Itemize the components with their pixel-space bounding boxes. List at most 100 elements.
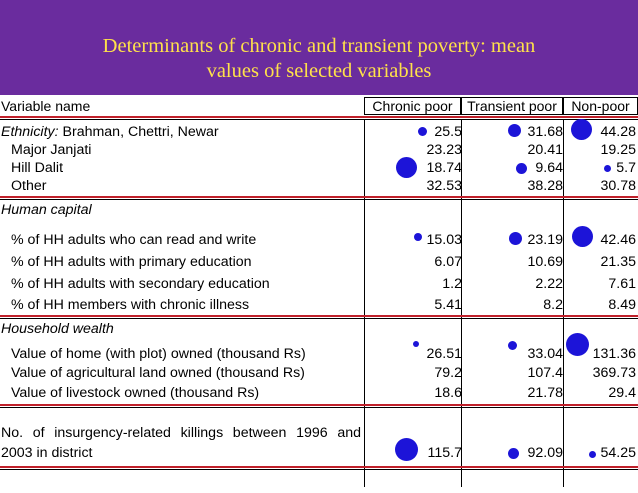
row-label: % of HH adults with secondary education [11,276,270,292]
section-rule [0,318,638,319]
value-transient: 31.68 [527,124,563,140]
value-transient: 107.4 [527,365,563,381]
table-row: Value of agricultural land owned (thousa… [0,364,638,382]
section-rule [0,404,638,406]
value-nonpoor: 29.4 [608,385,636,401]
value-transient: 21.78 [527,385,563,401]
table-row: Value of livestock owned (thousand Rs) 1… [0,384,638,402]
table-row: 2003 in district 115.7 92.09 54.25 [0,444,638,462]
slide-title: Determinants of chronic and transient po… [0,34,638,84]
value-transient: 2.22 [535,276,563,292]
value-transient: 23.19 [527,232,563,248]
row-label: Value of livestock owned (thousand Rs) [11,385,260,401]
value-nonpoor: 42.46 [600,232,636,248]
value-chronic: 79.2 [434,365,462,381]
insurgency-label-line-2: 2003 in district [1,445,93,461]
bubble-marker [572,226,593,247]
value-nonpoor: 5.7 [616,160,636,176]
value-nonpoor: 19.25 [600,142,636,158]
table-row: % of HH adults with primary education 6.… [0,253,638,271]
value-nonpoor: 30.78 [600,178,636,194]
poverty-table: Variable name Chronic poor Transient poo… [0,95,638,493]
row-label: % of HH adults who can read and write [11,232,257,248]
value-transient: 33.04 [527,346,563,362]
row-label: Major Janjati [11,142,92,158]
value-chronic: 18.6 [434,385,462,401]
row-label: Value of home (with plot) owned (thousan… [11,346,306,362]
value-nonpoor: 44.28 [600,124,636,140]
row-label: Other [11,178,47,194]
bubble-marker [396,157,417,178]
table-row: Value of home (with plot) owned (thousan… [0,345,638,363]
bubble-marker [508,341,517,350]
section-rule [0,196,638,198]
section-rule [0,119,638,120]
bubble-marker [566,333,589,356]
table-row: % of HH adults who can read and write 15… [0,231,638,249]
value-nonpoor: 7.61 [608,276,636,292]
section-rule [0,199,638,200]
bubble-marker [516,163,527,174]
section-rule [0,407,638,408]
bubble-marker [414,233,422,241]
row-label: Brahman, Chettri, Newar [58,124,219,140]
section-rule [0,469,638,470]
column-header-chronic: Chronic poor [364,97,461,115]
value-transient: 10.69 [527,254,563,270]
column-divider [461,119,462,487]
section-heading-household-wealth: Household wealth [1,321,114,337]
value-chronic: 5.41 [434,297,462,313]
row-label: Hill Dalit [11,160,64,176]
table-row: Hill Dalit 18.74 9.64 5.7 [0,159,638,177]
table-row: Other 32.53 38.28 30.78 [0,177,638,195]
value-nonpoor: 54.25 [600,445,636,461]
table-row: Ethnicity: Brahman, Chettri, Newar 25.5 … [0,123,638,141]
value-transient: 38.28 [527,178,563,194]
bubble-marker [508,448,519,459]
bubble-marker [604,165,611,172]
value-transient: 8.2 [543,297,563,313]
section-rule [0,315,638,317]
value-chronic: 6.07 [434,254,462,270]
bubble-marker [413,341,419,347]
title-line-1: Determinants of chronic and transient po… [102,35,536,57]
value-chronic: 25.5 [434,124,462,140]
value-nonpoor: 131.36 [592,346,636,362]
value-nonpoor: 369.73 [592,365,636,381]
bubble-marker [508,124,521,137]
value-transient: 92.09 [527,445,563,461]
bubble-marker [571,119,592,140]
column-header-variable: Variable name [1,98,91,114]
bubble-marker [509,232,522,245]
bubble-marker [395,438,418,461]
column-divider [364,119,365,487]
row-label: % of HH members with chronic illness [11,297,250,313]
value-chronic: 23.23 [426,142,462,158]
section-heading-human-capital: Human capital [1,202,92,218]
table-row: % of HH adults with secondary education … [0,275,638,293]
row-label: % of HH adults with primary education [11,254,252,270]
table-row: % of HH members with chronic illness 5.4… [0,296,638,314]
section-rule [0,466,638,468]
value-chronic: 26.51 [426,346,462,362]
bubble-marker [589,451,596,458]
value-transient: 20.41 [527,142,563,158]
insurgency-label-line-1: No. of insurgency-related killings betwe… [1,425,361,441]
value-nonpoor: 21.35 [600,254,636,270]
section-heading-row: Human capital [0,201,638,219]
column-header-nonpoor: Non-poor [563,97,638,115]
table-row: Major Janjati 23.23 20.41 19.25 [0,141,638,159]
value-chronic: 115.7 [427,445,462,461]
section-rule [0,116,638,118]
title-banner: Determinants of chronic and transient po… [0,0,638,95]
value-chronic: 18.74 [426,160,462,176]
value-chronic: 15.03 [426,232,462,248]
ethnicity-prefix: Ethnicity: [1,124,59,140]
column-divider [563,119,564,487]
bubble-marker [418,127,427,136]
value-chronic: 32.53 [426,178,462,194]
title-line-2: values of selected variables [206,60,432,82]
column-header-transient: Transient poor [461,97,563,115]
value-nonpoor: 8.49 [608,297,636,313]
section-heading-row: Household wealth [0,320,638,338]
